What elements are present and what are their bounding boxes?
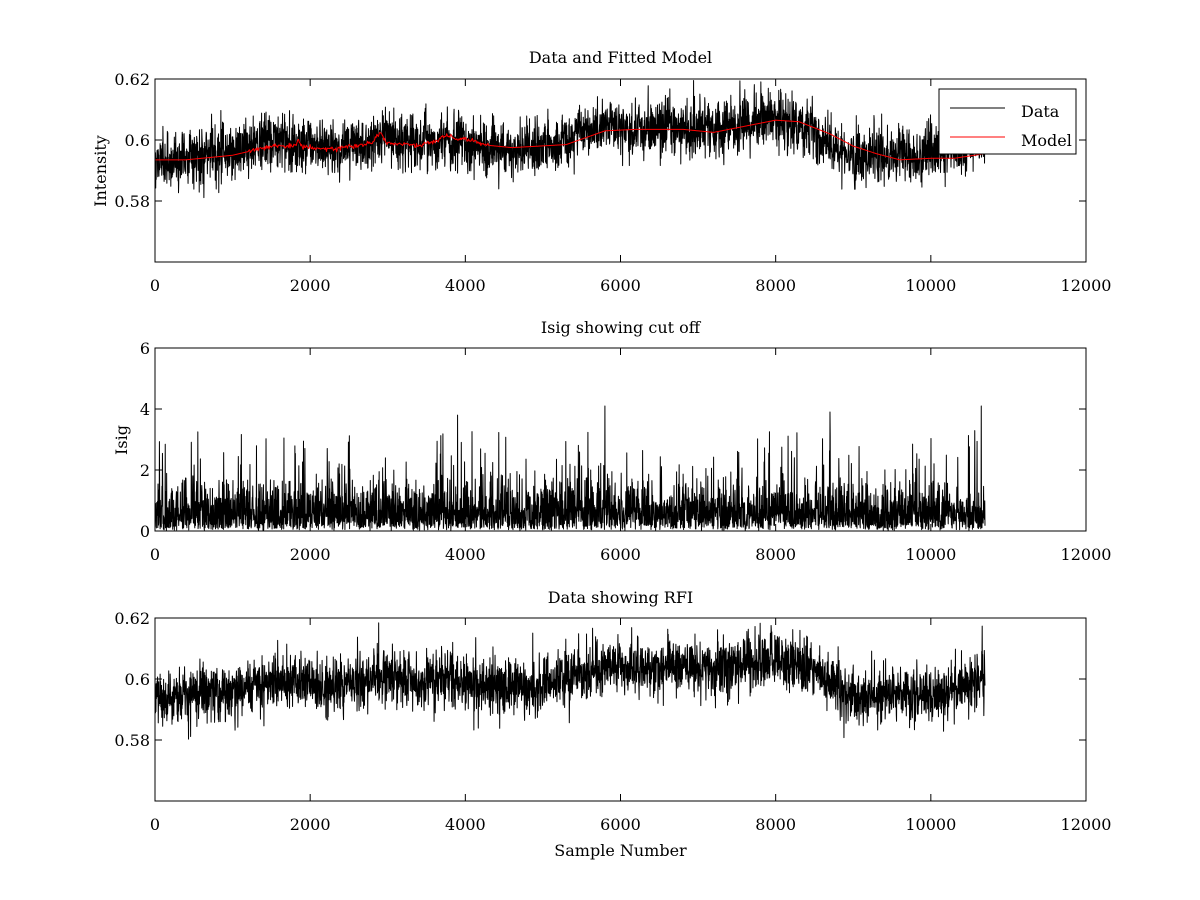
panel-3-ticks: 0 2000 4000 6000 8000 10000 12000 0.58 0.6 0.62 (114, 609, 1111, 834)
legend: Data Model (938, 88, 1077, 155)
x-tick-label: 4000 (445, 815, 486, 834)
y-tick-label: 2 (140, 461, 150, 480)
x-tick-label: 12000 (1061, 545, 1112, 564)
y-tick-label: 0.6 (125, 131, 150, 150)
x-tick-label: 4000 (445, 545, 486, 564)
panel-1-title: Data and Fitted Model (529, 48, 712, 67)
x-tick-label: 8000 (755, 276, 796, 295)
panel-data-rfi: Data showing RFI 0 2000 4000 6000 8000 10000 1… (114, 588, 1111, 860)
y-tick-label: 0.62 (114, 70, 150, 89)
legend-model-label: Model (1021, 131, 1072, 150)
y-tick-label: 6 (140, 339, 150, 358)
y-tick-label: 0 (140, 522, 150, 541)
x-tick-label: 6000 (600, 815, 641, 834)
x-tick-label: 10000 (905, 276, 956, 295)
x-tick-label: 8000 (755, 545, 796, 564)
x-tick-label: 0 (150, 545, 160, 564)
panel-1-ylabel: Intensity (91, 135, 110, 207)
x-axis-label: Sample Number (554, 841, 687, 860)
series-data-line (154, 80, 986, 199)
panel-2-series-layer (154, 405, 986, 532)
legend-box (938, 88, 1077, 155)
x-tick-label: 12000 (1061, 276, 1112, 295)
series-isig-line (154, 405, 986, 532)
x-tick-label: 8000 (755, 815, 796, 834)
panel-isig: Isig showing cut off Isig 0 2000 4000 6000 8… (112, 318, 1111, 564)
panel-3-series-layer (154, 622, 986, 740)
x-tick-label: 12000 (1061, 815, 1112, 834)
x-tick-label: 2000 (290, 276, 331, 295)
panel-1-series-layer (154, 80, 986, 199)
x-tick-label: 10000 (905, 545, 956, 564)
panel-2-ylabel: Isig (112, 425, 131, 455)
x-tick-label: 4000 (445, 276, 486, 295)
y-tick-label: 0.62 (114, 609, 150, 628)
x-tick-label: 6000 (600, 545, 641, 564)
x-tick-label: 0 (150, 815, 160, 834)
panel-2-title: Isig showing cut off (541, 318, 702, 337)
panel-2-ticks: 0 2000 4000 6000 8000 10000 12000 0 2 4 6 (140, 339, 1112, 564)
legend-data-label: Data (1021, 102, 1060, 121)
panel-1-ticks: 0 2000 4000 6000 8000 10000 12000 0.58 0.6 0.62 (114, 70, 1111, 295)
series-model-line (155, 119, 986, 161)
panel-3-title: Data showing RFI (548, 588, 693, 607)
x-tick-label: 6000 (600, 276, 641, 295)
y-tick-label: 0.58 (114, 731, 150, 750)
x-tick-label: 10000 (905, 815, 956, 834)
series-data-line (154, 622, 986, 740)
x-tick-label: 2000 (290, 545, 331, 564)
y-tick-label: 0.58 (114, 192, 150, 211)
panel-data-and-model: Data and Fitted Model Intensity 0 2000 400… (91, 48, 1111, 295)
x-tick-label: 2000 (290, 815, 331, 834)
y-tick-label: 0.6 (125, 670, 150, 689)
y-tick-label: 4 (140, 400, 150, 419)
x-tick-label: 0 (150, 276, 160, 295)
